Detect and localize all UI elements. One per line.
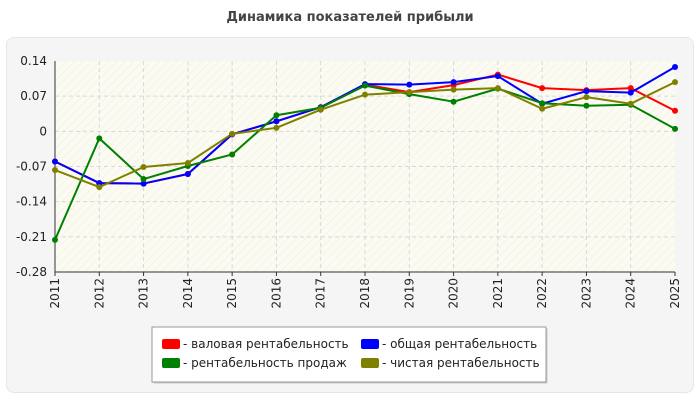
data-point [96, 135, 103, 142]
y-tick-label: 0 [39, 124, 47, 138]
x-tick-label: 2011 [48, 278, 62, 309]
x-tick-label: 2018 [358, 278, 372, 309]
data-point [406, 89, 413, 96]
x-tick-label: 2023 [579, 278, 593, 309]
data-point [362, 91, 368, 98]
data-point [627, 100, 634, 107]
chart-title: Динамика показателей прибыли [226, 10, 474, 25]
x-tick-label: 2014 [181, 278, 195, 309]
x-tick-label: 2016 [269, 278, 283, 309]
x-tick-label: 2015 [225, 278, 239, 309]
y-tick-label: -0.14 [16, 195, 47, 209]
legend-label: - общая рентабельность [382, 337, 537, 351]
grid-lines [55, 61, 675, 272]
y-tick-label: 0.14 [20, 54, 47, 68]
x-tick-label: 2012 [92, 278, 106, 309]
legend-box [151, 326, 547, 383]
data-point [229, 151, 236, 158]
legend-swatch [162, 358, 180, 368]
data-point [672, 107, 678, 114]
data-point [627, 85, 634, 92]
data-point [140, 176, 147, 183]
legend-swatch [361, 358, 379, 368]
data-point [273, 112, 280, 119]
y-tick-label: -0.28 [16, 265, 47, 279]
x-tick-label: 2024 [624, 278, 638, 309]
x-tick-label: 2022 [535, 278, 549, 309]
legend-label: - чистая рентабельность [382, 356, 540, 370]
x-tick-label: 2021 [491, 278, 505, 309]
data-point [627, 89, 634, 96]
data-point [184, 159, 191, 166]
legend: - валовая рентабельность - общая рентабел… [151, 326, 548, 384]
data-point [273, 118, 280, 125]
data-point [450, 79, 457, 86]
data-point [450, 86, 457, 93]
x-tick-label: 2017 [314, 278, 328, 309]
y-tick-label: -0.21 [16, 230, 47, 244]
data-point [52, 167, 58, 174]
x-tick-label: 2025 [668, 278, 682, 309]
legend-swatch [361, 339, 379, 349]
data-point [273, 124, 280, 131]
data-point [52, 158, 58, 165]
data-point [583, 88, 590, 95]
data-point [96, 184, 103, 191]
y-tick-label: -0.07 [16, 160, 47, 174]
data-point [317, 106, 324, 113]
x-tick-label: 2013 [137, 278, 151, 309]
data-point [672, 79, 678, 86]
legend-label: - валовая рентабельность [183, 337, 349, 351]
data-point [494, 85, 501, 92]
data-point [539, 85, 546, 92]
data-point [539, 100, 546, 107]
data-point [583, 94, 590, 101]
legend-label: - рентабельность продаж [183, 356, 347, 370]
data-point [362, 82, 368, 89]
data-point [52, 236, 58, 243]
data-point [494, 73, 501, 80]
data-point [184, 171, 191, 178]
y-tick-label: 0.07 [20, 89, 47, 103]
data-point [539, 105, 546, 112]
data-point [406, 81, 413, 88]
data-point [672, 64, 678, 71]
data-point [229, 130, 236, 137]
data-point [140, 164, 147, 171]
x-tick-label: 2019 [402, 278, 416, 309]
x-tick-label: 2020 [447, 278, 461, 309]
series-lines [52, 64, 678, 243]
data-point [672, 125, 678, 132]
data-point [583, 102, 590, 109]
legend-swatch [162, 339, 180, 349]
data-point [140, 180, 147, 187]
data-point [450, 98, 457, 105]
